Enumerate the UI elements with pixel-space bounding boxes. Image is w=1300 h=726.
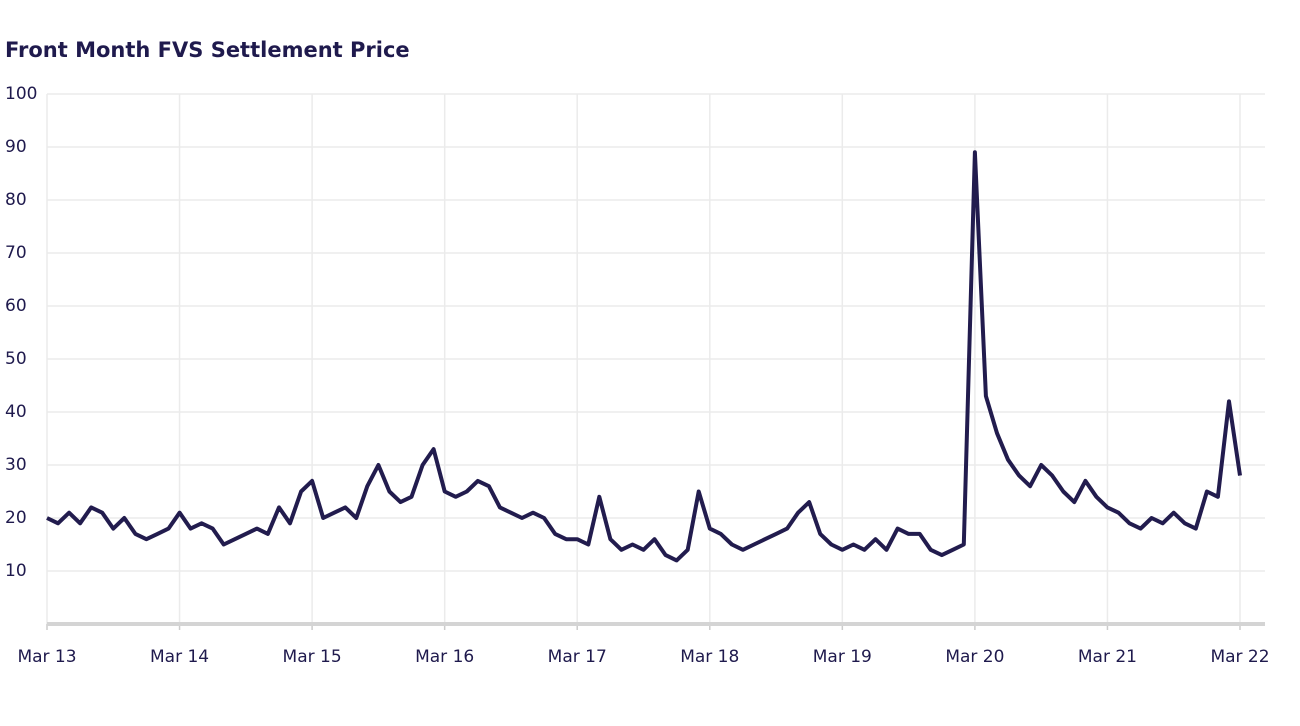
y-tick-label: 90 (5, 137, 27, 157)
y-tick-label: 20 (5, 508, 27, 528)
y-tick-label: 50 (5, 349, 27, 369)
x-tick-label: Mar 14 (150, 647, 209, 667)
x-tick-label: Mar 16 (415, 647, 474, 667)
y-tick-label: 40 (5, 402, 27, 422)
x-tick-label: Mar 21 (1078, 647, 1137, 667)
x-tick-label: Mar 22 (1210, 647, 1269, 667)
x-tick-label: Mar 18 (680, 647, 739, 667)
y-tick-label: 30 (5, 455, 27, 475)
x-tick-label: Mar 15 (283, 647, 342, 667)
y-tick-label: 10 (5, 561, 27, 581)
x-tick-label: Mar 17 (548, 647, 607, 667)
chart-title: Front Month FVS Settlement Price (5, 38, 410, 62)
y-tick-label: 80 (5, 190, 27, 210)
y-tick-label: 60 (5, 296, 27, 316)
x-tick-label: Mar 13 (17, 647, 76, 667)
y-tick-label: 100 (5, 84, 37, 104)
x-tick-label: Mar 19 (813, 647, 872, 667)
y-tick-label: 70 (5, 243, 27, 263)
line-series (46, 150, 1242, 563)
x-tick-label: Mar 20 (945, 647, 1004, 667)
